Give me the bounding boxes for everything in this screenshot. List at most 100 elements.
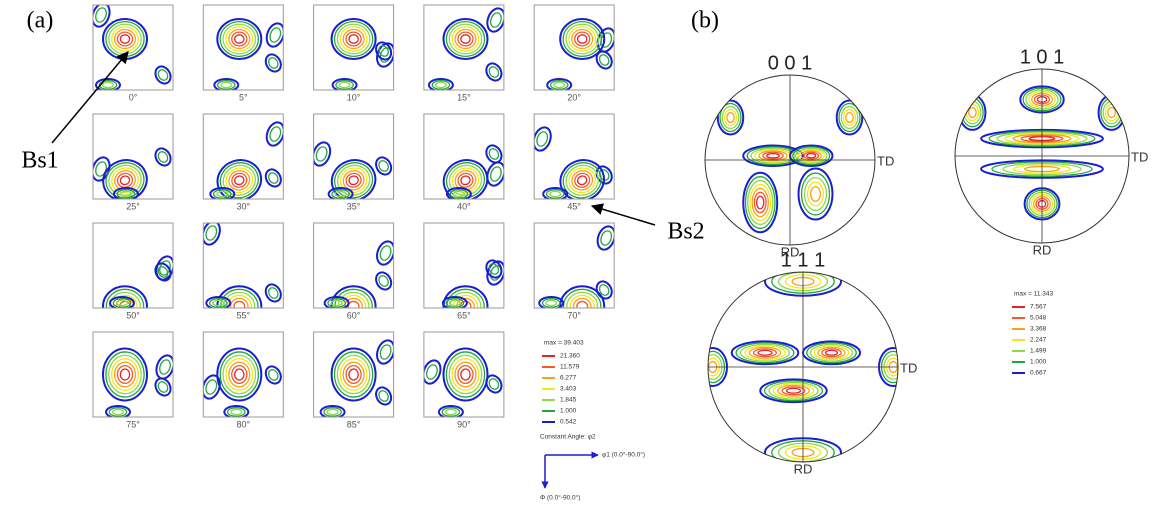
contour: [809, 186, 822, 202]
contour: [562, 288, 602, 308]
section-frame: [533, 113, 615, 200]
section-label: 65°: [457, 310, 471, 320]
contour: [489, 166, 502, 182]
contour: [157, 151, 169, 163]
contour: [108, 354, 142, 395]
section-frame: [423, 4, 505, 91]
contour: [454, 28, 477, 50]
legend-label: 0.667: [1030, 370, 1047, 377]
contour: [231, 172, 248, 188]
section-frame: [92, 331, 174, 418]
legend-max: max = 39.403: [544, 340, 584, 347]
contour: [452, 190, 465, 198]
odf-section: [203, 223, 282, 308]
contour: [460, 368, 471, 381]
contour: [228, 28, 251, 50]
contour: [326, 408, 339, 416]
contour: [119, 175, 131, 186]
contour: [216, 18, 263, 60]
contour: [105, 405, 131, 417]
annotation-arrow: [590, 203, 656, 226]
contour: [759, 378, 828, 404]
contour: [336, 164, 371, 196]
direction-label: TD: [1131, 149, 1148, 164]
contour: [488, 263, 500, 275]
contour: [219, 20, 260, 58]
contour: [797, 148, 825, 163]
contour: [231, 31, 248, 47]
contour: [334, 162, 374, 199]
section-frame: [92, 222, 174, 309]
contour: [378, 390, 389, 402]
contour: [212, 299, 225, 307]
contour: [216, 190, 229, 198]
contour: [113, 28, 137, 50]
contour: [800, 150, 822, 162]
contour: [460, 34, 471, 44]
contour: [119, 368, 131, 381]
section-frame: [313, 4, 395, 91]
section-label: 50°: [126, 310, 140, 320]
contour: [119, 34, 131, 44]
section-label: 70°: [567, 310, 581, 320]
contour: [1107, 106, 1116, 119]
contour: [264, 168, 282, 188]
odf-section: [330, 18, 394, 90]
contour: [485, 259, 503, 279]
section-label: 90°: [457, 419, 471, 429]
contour: [222, 164, 256, 196]
contour: [541, 298, 561, 308]
contour: [233, 300, 246, 308]
panel-label: (b): [691, 8, 719, 34]
odf-section: [323, 240, 394, 308]
contour: [772, 383, 815, 399]
contour: [488, 66, 500, 78]
section-label: 80°: [236, 419, 250, 429]
contour: [803, 151, 820, 160]
contour: [797, 167, 834, 221]
section-label: 85°: [347, 419, 361, 429]
contour: [442, 347, 489, 402]
contour: [222, 354, 257, 395]
contour: [845, 111, 854, 124]
section-frame: [313, 222, 395, 309]
contour: [379, 245, 392, 261]
contour: [331, 189, 350, 199]
legend-note: Constant Angle: φ2: [540, 434, 596, 441]
odf-section: [213, 18, 284, 90]
contour: [154, 147, 172, 167]
contour: [441, 296, 468, 308]
contour: [319, 405, 346, 417]
contour: [445, 162, 486, 199]
odf-section: [441, 259, 504, 308]
contour: [568, 26, 597, 52]
contour: [553, 81, 566, 89]
contour: [961, 97, 984, 128]
section-frame: [423, 222, 505, 309]
contour: [269, 27, 282, 43]
odf-section: [203, 347, 282, 417]
contour: [559, 159, 605, 199]
legend-label: 2.247: [1030, 337, 1047, 344]
contour: [98, 80, 118, 90]
contour: [742, 171, 779, 234]
contour: [116, 299, 128, 307]
contour: [157, 266, 169, 278]
section-frame: [423, 113, 505, 200]
contour: [730, 340, 800, 366]
contour: [102, 18, 148, 60]
pole-figure: [716, 99, 864, 234]
contour: [342, 361, 365, 388]
legend-label: 11.579: [560, 364, 580, 371]
contour: [565, 164, 599, 196]
contour: [1097, 94, 1126, 131]
contour: [379, 344, 392, 360]
contour: [758, 150, 788, 162]
odf-section: [93, 147, 172, 199]
contour: [445, 20, 486, 58]
legend-max: max = 11.343: [1014, 291, 1053, 298]
contour: [574, 172, 591, 188]
contour: [120, 190, 132, 198]
contour: [220, 81, 233, 89]
